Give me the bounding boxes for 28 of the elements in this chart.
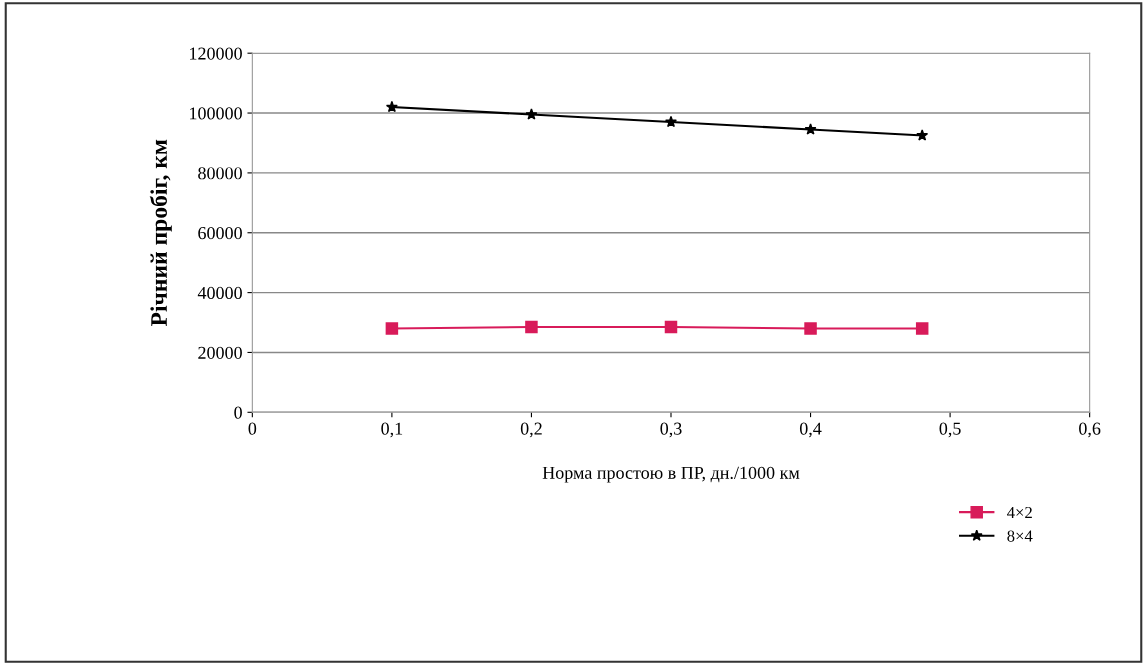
- point: [525, 108, 538, 120]
- point: [385, 100, 398, 113]
- point: [664, 320, 678, 334]
- legend-label: 8×4: [1007, 530, 1033, 542]
- y-tick-label: 120000: [190, 47, 242, 60]
- point: [804, 322, 817, 335]
- y-tick-label: 0: [234, 406, 242, 419]
- x-tick-label: 0,4: [799, 422, 822, 438]
- legend-label: 4×2: [1007, 506, 1032, 518]
- y-tick-label: 20000: [198, 346, 242, 359]
- y-tick-label: 60000: [198, 227, 242, 240]
- y-tick-label: 80000: [198, 167, 242, 180]
- point: [385, 322, 399, 335]
- point: [525, 320, 538, 334]
- point: [915, 322, 929, 335]
- x-tick-label: 0,2: [520, 422, 542, 438]
- x-tick-label: 0: [248, 422, 257, 435]
- point: [665, 115, 677, 128]
- x-tick-label: 0,6: [1079, 422, 1101, 438]
- y-tick-label: 100000: [190, 107, 242, 120]
- x-tick-label: 0,5: [939, 422, 961, 438]
- point: [804, 123, 817, 135]
- y-axis-title: Річний пробіг, км: [149, 139, 172, 327]
- x-axis-title: Норма простою в ПР, дн./1000 км: [542, 466, 800, 483]
- y-tick-label: 40000: [197, 286, 242, 300]
- x-tick-label: 0,3: [660, 422, 682, 438]
- x-tick-label: 0,1: [381, 422, 403, 438]
- point: [916, 129, 929, 141]
